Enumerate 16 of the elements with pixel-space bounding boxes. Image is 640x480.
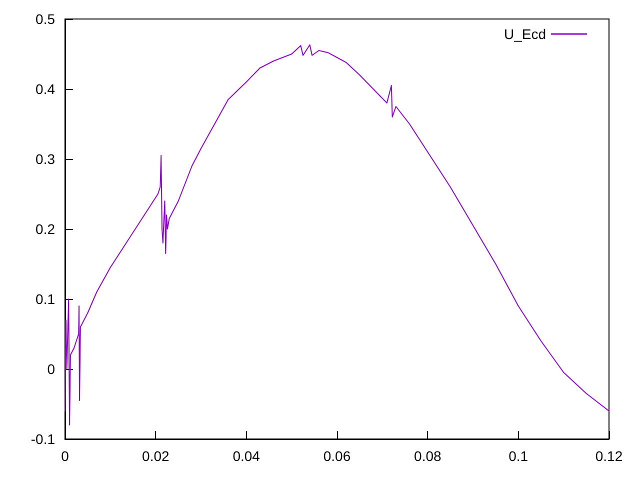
y-tick-label: 0.1: [36, 291, 56, 307]
line-series: [64, 44, 610, 426]
x-tick-label: 0.04: [232, 448, 260, 464]
y-tick-label: 0.4: [36, 81, 56, 97]
x-tick-label: 0.02: [142, 448, 170, 464]
y-tick-label: -0.1: [30, 431, 56, 447]
x-tick-label: 0.06: [323, 448, 351, 464]
x-tick-label: 0: [61, 448, 70, 464]
x-tick-label: 0.12: [595, 448, 623, 464]
y-tick-label: 0.2: [36, 221, 56, 237]
y-tick-label: 0.3: [36, 151, 56, 167]
x-tick-label: 0.08: [414, 448, 442, 464]
x-tick-label: 0.1: [508, 448, 528, 464]
y-tick-label: 0: [47, 361, 56, 377]
legend-label: U_Ecd: [504, 26, 546, 42]
y-tick-label: 0.5: [36, 11, 56, 27]
